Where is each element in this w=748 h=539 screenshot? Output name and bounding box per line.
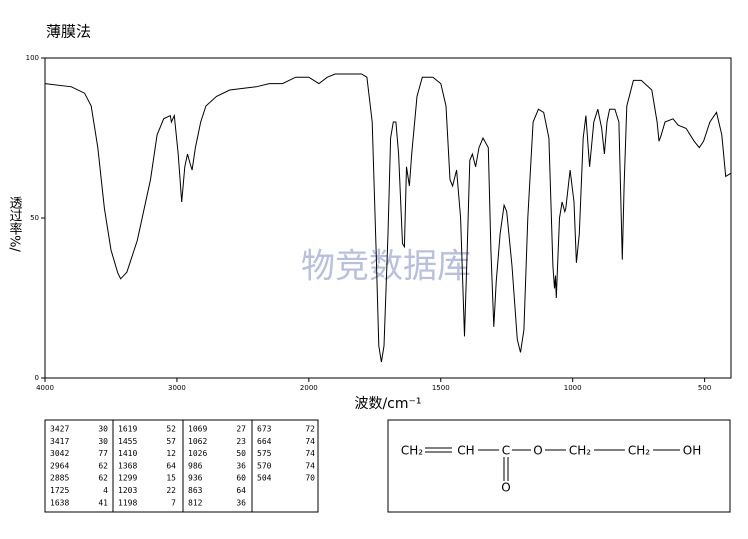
- peak-wavenumber: 1619: [118, 425, 137, 434]
- peak-transmittance: 62: [98, 461, 108, 470]
- y-axis-label: 透过率%/: [7, 196, 23, 252]
- peak-wavenumber: 1203: [118, 486, 137, 495]
- peak-transmittance: 62: [98, 474, 108, 483]
- peak-transmittance: 30: [98, 425, 108, 434]
- peak-transmittance: 50: [236, 449, 246, 458]
- peak-transmittance: 74: [305, 461, 315, 470]
- peak-wavenumber: 1410: [118, 449, 137, 458]
- peak-wavenumber: 664: [257, 437, 272, 446]
- peak-transmittance: 22: [166, 486, 176, 495]
- peak-wavenumber: 936: [188, 474, 203, 483]
- peak-table-frame: [44, 419, 319, 513]
- peak-wavenumber: 1368: [118, 461, 137, 470]
- x-tick-label: 4000: [36, 384, 54, 392]
- peak-transmittance: 74: [305, 449, 315, 458]
- peak-transmittance: 70: [305, 474, 315, 483]
- peak-wavenumber: 3427: [50, 425, 69, 434]
- peak-transmittance: 23: [236, 437, 246, 446]
- peak-transmittance: 36: [236, 461, 246, 470]
- structure-group: CH₂: [628, 444, 650, 458]
- structure-group: O: [533, 444, 542, 458]
- peak-transmittance: 12: [166, 449, 176, 458]
- peak-transmittance: 60: [236, 474, 246, 483]
- peak-wavenumber: 3042: [50, 449, 69, 458]
- peak-transmittance: 72: [305, 425, 315, 434]
- peak-transmittance: 30: [98, 437, 108, 446]
- structure-group: CH₂: [401, 444, 423, 458]
- peak-wavenumber: 812: [188, 498, 203, 507]
- peak-wavenumber: 504: [257, 474, 272, 483]
- structure-frame: [387, 419, 731, 513]
- peak-transmittance: 27: [236, 425, 246, 434]
- x-tick-label: 1000: [564, 384, 582, 392]
- x-axis-label: 波数/cm⁻¹: [354, 396, 421, 412]
- peak-transmittance: 4: [103, 486, 108, 495]
- peak-wavenumber: 1638: [50, 498, 69, 507]
- peak-wavenumber: 1026: [188, 449, 207, 458]
- structure-group: CH: [457, 444, 474, 458]
- structure-group: O: [501, 481, 510, 495]
- peak-wavenumber: 1299: [118, 474, 137, 483]
- x-tick-label: 500: [698, 384, 711, 392]
- peak-wavenumber: 2964: [50, 461, 69, 470]
- peak-transmittance: 64: [236, 486, 246, 495]
- peak-wavenumber: 570: [257, 461, 272, 470]
- peak-wavenumber: 1725: [50, 486, 69, 495]
- x-tick-label: 2000: [300, 384, 318, 392]
- peak-transmittance: 36: [236, 498, 246, 507]
- x-tick-label: 1500: [432, 384, 450, 392]
- structure-group: CH₂: [569, 444, 591, 458]
- structure-group: OH: [683, 444, 701, 458]
- peak-wavenumber: 575: [257, 449, 272, 458]
- peak-transmittance: 57: [166, 437, 176, 446]
- peak-wavenumber: 1198: [118, 498, 137, 507]
- peak-transmittance: 64: [166, 461, 176, 470]
- peak-wavenumber: 863: [188, 486, 203, 495]
- y-tick-label: 0: [35, 374, 39, 382]
- y-tick-label: 50: [30, 214, 39, 222]
- structure: [425, 447, 680, 481]
- structure-group: C: [502, 444, 510, 458]
- peak-wavenumber: 3417: [50, 437, 69, 446]
- peak-wavenumber: 1069: [188, 425, 207, 434]
- peak-transmittance: 7: [171, 498, 176, 507]
- peak-wavenumber: 673: [257, 425, 272, 434]
- peak-transmittance: 15: [166, 474, 176, 483]
- peak-transmittance: 41: [98, 498, 108, 507]
- peak-transmittance: 77: [98, 449, 108, 458]
- peak-transmittance: 74: [305, 437, 315, 446]
- peak-wavenumber: 986: [188, 461, 203, 470]
- peak-transmittance: 52: [166, 425, 176, 434]
- x-tick-label: 3000: [168, 384, 186, 392]
- spectrum-line: [44, 73, 732, 363]
- y-tick-label: 100: [26, 54, 39, 62]
- peak-wavenumber: 1062: [188, 437, 207, 446]
- chart-title: 薄膜法: [46, 23, 91, 41]
- peak-wavenumber: 2885: [50, 474, 69, 483]
- peak-wavenumber: 1455: [118, 437, 137, 446]
